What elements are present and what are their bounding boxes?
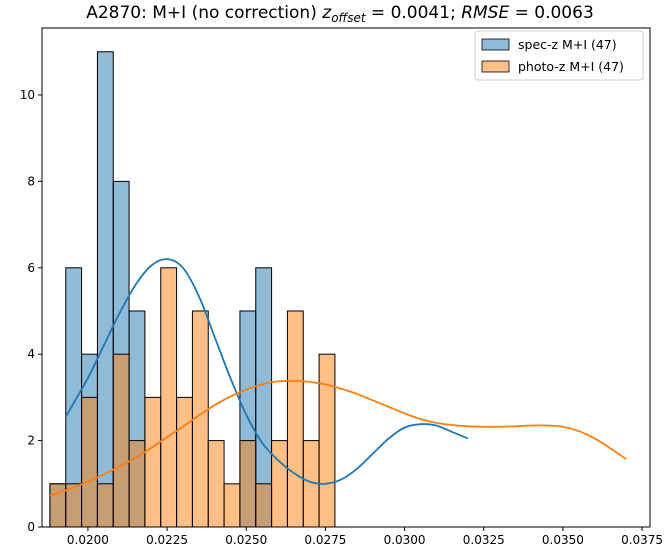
- bar-photo-z-12: [239, 440, 257, 528]
- title-offset-subscript: offset: [331, 11, 367, 25]
- legend: spec-z M+I (47) photo-z M+I (47): [474, 30, 644, 81]
- bar-photo-z-4: [112, 353, 130, 528]
- y-tick-label: 4: [27, 347, 35, 361]
- x-tick-label: 0.0350: [542, 533, 584, 547]
- bar-photo-z-17: [318, 353, 336, 528]
- y-tick-label: 2: [27, 434, 35, 448]
- bar-photo-z-11: [223, 483, 241, 528]
- x-tick-label: 0.0325: [463, 533, 505, 547]
- plot-frame: [41, 27, 651, 528]
- bar-photo-z-2: [81, 396, 98, 528]
- bar-photo-z-13: [255, 483, 273, 528]
- title-z-symbol: z: [321, 3, 332, 23]
- kde-curve-photo-z: [49, 380, 627, 497]
- kde-curves: [49, 258, 627, 497]
- y-tick-label: 8: [27, 174, 35, 188]
- bar-photo-z-14: [271, 440, 288, 528]
- title-main: A2870: M+I (no correction): [86, 3, 322, 23]
- x-tick-label: 0.0225: [146, 533, 188, 547]
- title-rmse-symbol: RMSE: [461, 3, 509, 23]
- bar-photo-z-10: [207, 440, 225, 528]
- title-offset-value: = 0.0041;: [366, 3, 462, 23]
- bar-spec-z-3: [96, 51, 114, 528]
- legend-swatch-photo-z: [481, 60, 510, 73]
- histogram-bars: [49, 51, 336, 528]
- axes: 0.0200 0.0225 0.0250 0.0275 0.0300 0.0325 0.03…: [20, 27, 663, 547]
- bar-photo-z-7: [160, 267, 178, 528]
- legend-label-photo-z: photo-z M+I (47): [518, 59, 624, 74]
- kde-curve-spec-z: [64, 258, 469, 485]
- legend-swatch-spec-z: [481, 38, 510, 51]
- x-tick-label: 0.0375: [621, 533, 663, 547]
- legend-label-spec-z: spec-z M+I (47): [518, 37, 617, 52]
- bar-photo-z-8: [176, 396, 193, 528]
- bar-photo-z-15: [286, 310, 304, 528]
- bar-photo-z-6: [144, 396, 162, 528]
- bar-photo-z-0: [49, 483, 67, 528]
- x-tick-label: 0.0275: [304, 533, 346, 547]
- x-tick-label: 0.0300: [384, 533, 426, 547]
- y-tick-label: 0: [27, 520, 35, 534]
- bar-photo-z-3: [96, 483, 114, 528]
- title-rmse-value: = 0.0063: [509, 3, 594, 23]
- y-tick-label: 10: [20, 88, 35, 102]
- x-tick-label: 0.0250: [225, 533, 267, 547]
- y-tick-label: 6: [27, 261, 35, 275]
- legend-frame: [474, 30, 644, 81]
- x-tick-label: 0.0200: [67, 533, 109, 547]
- chart-title: A2870: M+I (no correction) zoffset = 0.0…: [86, 3, 594, 25]
